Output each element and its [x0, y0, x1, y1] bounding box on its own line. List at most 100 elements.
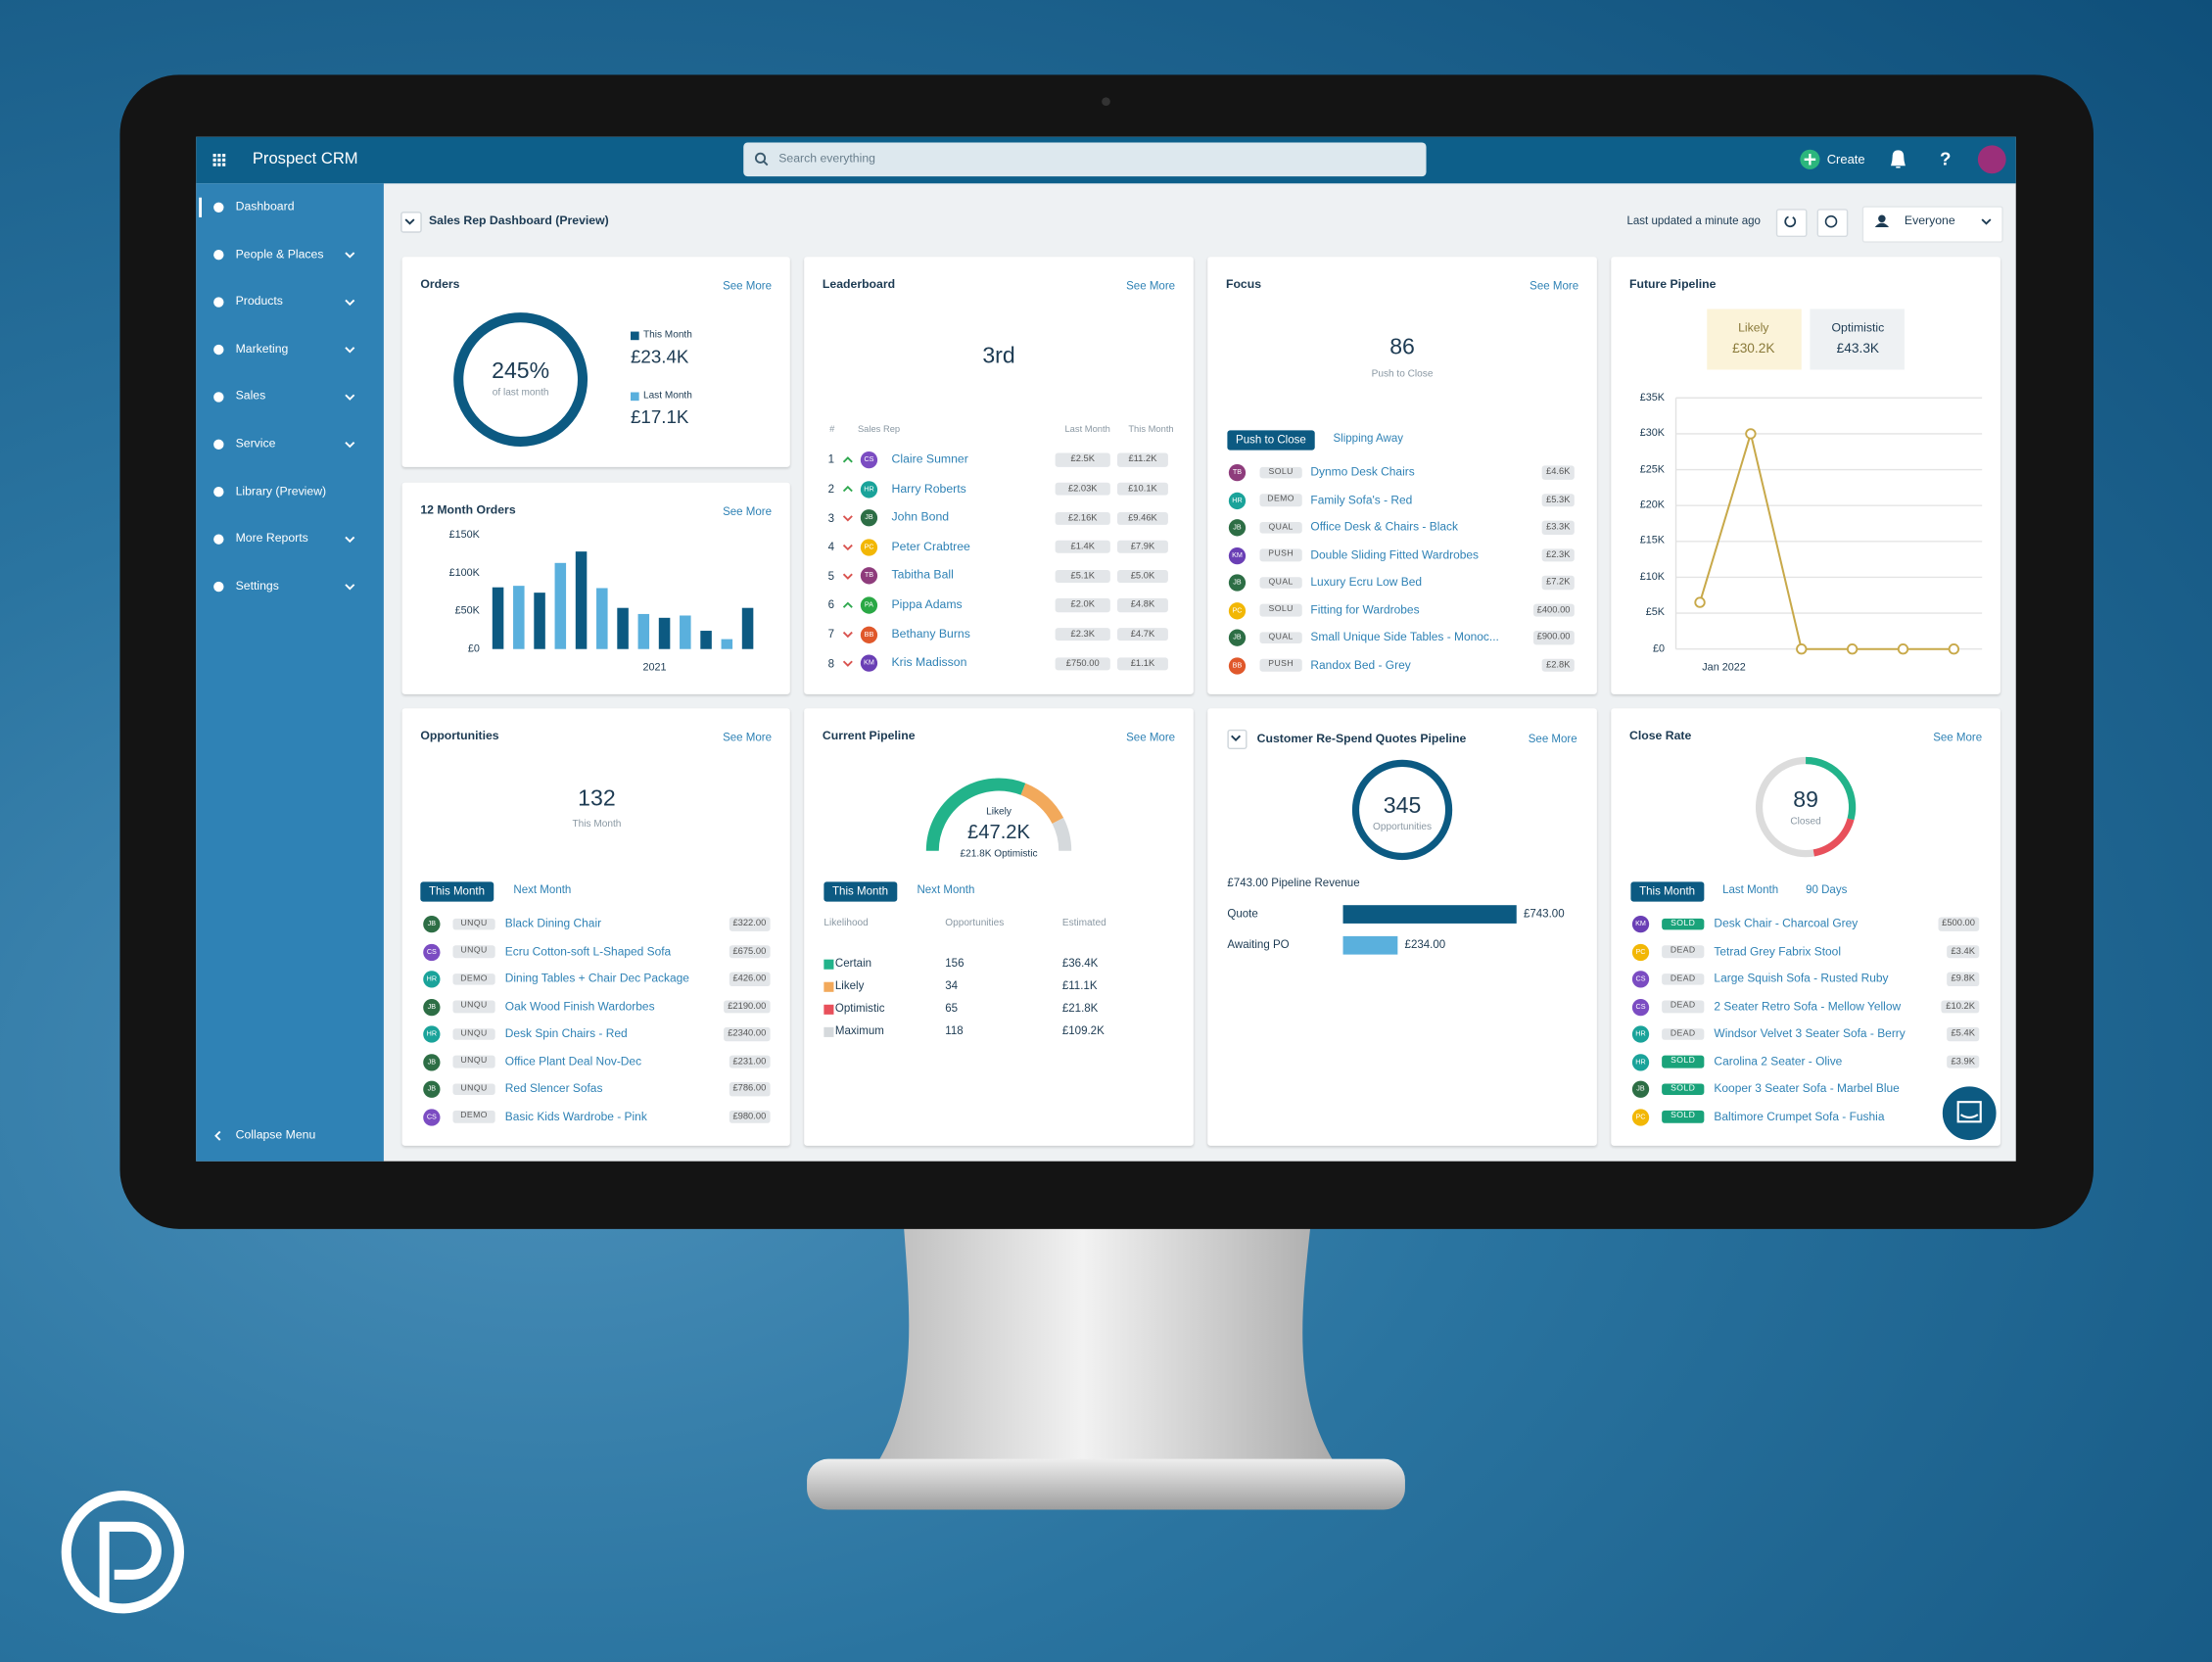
see-more-link[interactable]: See More — [1528, 733, 1577, 746]
see-more-link[interactable]: See More — [723, 279, 773, 293]
legend-swatch — [630, 392, 639, 402]
avatar: HR — [423, 971, 441, 988]
opportunity-name[interactable]: Randox Bed - Grey — [1310, 656, 1411, 672]
opportunity-name[interactable]: Desk Spin Chairs - Red — [504, 1025, 628, 1041]
value-pill: £4.6K — [1541, 466, 1575, 480]
opportunity-name[interactable]: 2 Seater Retro Sofa - Mellow Yellow — [1714, 998, 1902, 1013]
nav-item[interactable]: Settings — [235, 578, 279, 593]
opportunity-name[interactable]: Oak Wood Finish Wardorbes — [504, 998, 655, 1013]
tab-active[interactable]: Push to Close — [1227, 430, 1315, 451]
value-pill: £5.0K — [1117, 569, 1168, 583]
avatar: HR — [1228, 492, 1247, 509]
create-button[interactable]: Create — [1826, 152, 1865, 166]
rep-name[interactable]: Peter Crabtree — [891, 539, 970, 553]
opportunity-name[interactable]: Small Unique Side Tables - Monoc... — [1310, 629, 1499, 644]
monitor-base — [807, 1458, 1405, 1510]
last-updated: Last updated a minute ago — [1626, 214, 1761, 228]
box-value: £43.3K — [1836, 342, 1880, 357]
tag: QUAL — [1259, 576, 1302, 590]
opportunity-name[interactable]: Office Desk & Chairs - Black — [1310, 519, 1458, 534]
opportunity-name[interactable]: Family Sofa's - Red — [1310, 492, 1413, 506]
opportunity-name[interactable]: Black Dining Chair — [504, 916, 602, 930]
see-more-link[interactable]: See More — [723, 505, 773, 519]
tab[interactable]: Last Month — [1722, 883, 1779, 897]
tab[interactable]: Slipping Away — [1333, 432, 1404, 446]
bar-value-label: £743.00 — [1523, 907, 1565, 921]
opportunity-name[interactable]: Office Plant Deal Nov-Dec — [504, 1053, 642, 1068]
see-more-link[interactable]: See More — [1933, 731, 1983, 744]
opportunity-name[interactable]: Luxury Ecru Low Bed — [1310, 574, 1423, 590]
opportunity-name[interactable]: Basic Kids Wardrobe - Pink — [504, 1108, 647, 1123]
rep-name[interactable]: Tabitha Ball — [891, 567, 954, 583]
opportunity-name[interactable]: Ecru Cotton-soft L-Shaped Sofa — [504, 943, 672, 958]
x-tick-label: Jan 2022 — [1702, 659, 1746, 673]
y-tick-label: £35K — [1639, 390, 1666, 404]
estimated: £109.2K — [1061, 1024, 1105, 1038]
rep-name[interactable]: Bethany Burns — [891, 626, 970, 641]
filter-dropdown[interactable] — [1861, 206, 2003, 243]
opportunity-name[interactable]: Double Sliding Fitted Wardrobes — [1310, 546, 1480, 561]
rep-name[interactable]: Kris Madisson — [891, 654, 967, 670]
orders-caption: of last month — [492, 388, 549, 399]
help-button[interactable]: ? — [1939, 148, 1952, 169]
y-tick-label: £0 — [1652, 641, 1666, 655]
collapse-menu[interactable]: Collapse Menu — [235, 1127, 316, 1142]
see-more-link[interactable]: See More — [723, 731, 773, 744]
see-more-link[interactable]: See More — [1126, 279, 1176, 293]
opportunity-name[interactable]: Dining Tables + Chair Dec Package — [504, 971, 689, 985]
tab[interactable]: Next Month — [513, 883, 572, 897]
likelihood: Certain — [834, 957, 872, 971]
value-pill: £2.16K — [1055, 511, 1110, 525]
tag: DEAD — [1662, 1000, 1705, 1013]
nav-item[interactable]: More Reports — [235, 531, 308, 546]
see-more-link[interactable]: See More — [1126, 731, 1176, 744]
see-more-link[interactable]: See More — [1530, 279, 1579, 293]
avatar: PC — [1228, 601, 1247, 619]
nav-item[interactable]: Dashboard — [235, 199, 295, 214]
info-button[interactable] — [1816, 209, 1849, 238]
tag: DEAD — [1662, 973, 1705, 985]
rep-name[interactable]: John Bond — [891, 509, 950, 524]
user-avatar-initials[interactable]: CB — [1985, 154, 2000, 165]
tab-active[interactable]: This Month — [420, 881, 494, 903]
nav-item[interactable]: Service — [235, 436, 276, 451]
opportunity-name[interactable]: Windsor Velvet 3 Seater Sofa - Berry — [1714, 1025, 1906, 1041]
rep-name[interactable]: Harry Roberts — [891, 480, 966, 496]
nav-item[interactable]: People & Places — [235, 246, 324, 261]
nav-item[interactable]: Library (Preview) — [235, 483, 327, 499]
tab[interactable]: 90 Days — [1806, 883, 1848, 897]
opportunity-name[interactable]: Large Squish Sofa - Rusted Ruby — [1714, 971, 1889, 985]
card — [1207, 708, 1597, 1146]
likely-box — [1707, 309, 1802, 370]
y-tick-label: £0 — [467, 641, 480, 655]
opportunity-name[interactable]: Fitting for Wardrobes — [1310, 601, 1420, 617]
opportunity-name[interactable]: Dynmo Desk Chairs — [1310, 464, 1415, 479]
dashboard-toggle[interactable] — [400, 212, 422, 233]
value-pill: £5.3K — [1541, 494, 1575, 507]
tab-active[interactable]: This Month — [824, 881, 897, 903]
rep-name[interactable]: Pippa Adams — [891, 596, 963, 611]
respend-count: 345 — [1383, 793, 1422, 819]
value-pill: £2.3K — [1055, 628, 1110, 641]
opportunity-name[interactable]: Carolina 2 Seater - Olive — [1714, 1053, 1843, 1068]
opportunity-name[interactable]: Red Slencer Sofas — [504, 1080, 603, 1096]
y-tick-label: £30K — [1639, 426, 1666, 440]
opportunity-name[interactable]: Tetrad Grey Fabrix Stool — [1714, 943, 1841, 958]
card-title: Customer Re-Spend Quotes Pipeline — [1256, 731, 1467, 745]
nav-item[interactable]: Sales — [235, 388, 266, 404]
rep-name[interactable]: Claire Sumner — [891, 451, 968, 466]
search-box[interactable] — [743, 142, 1427, 177]
value-pill: £426.00 — [729, 973, 771, 986]
card-toggle[interactable] — [1227, 729, 1247, 750]
search-placeholder: Search everything — [778, 151, 875, 166]
refresh-button[interactable] — [1775, 209, 1808, 238]
tab[interactable]: Next Month — [917, 883, 975, 897]
tab-active[interactable]: This Month — [1630, 881, 1704, 903]
opportunity-name[interactable]: Kooper 3 Seater Sofa - Marbel Blue — [1714, 1080, 1900, 1096]
y-tick-label: £50K — [454, 603, 480, 617]
opportunity-name[interactable]: Desk Chair - Charcoal Grey — [1714, 916, 1859, 930]
bar-value-label: £234.00 — [1404, 938, 1446, 952]
nav-item[interactable]: Products — [235, 294, 283, 309]
nav-item[interactable]: Marketing — [235, 341, 289, 356]
opportunity-name[interactable]: Baltimore Crumpet Sofa - Fushia — [1714, 1108, 1885, 1123]
